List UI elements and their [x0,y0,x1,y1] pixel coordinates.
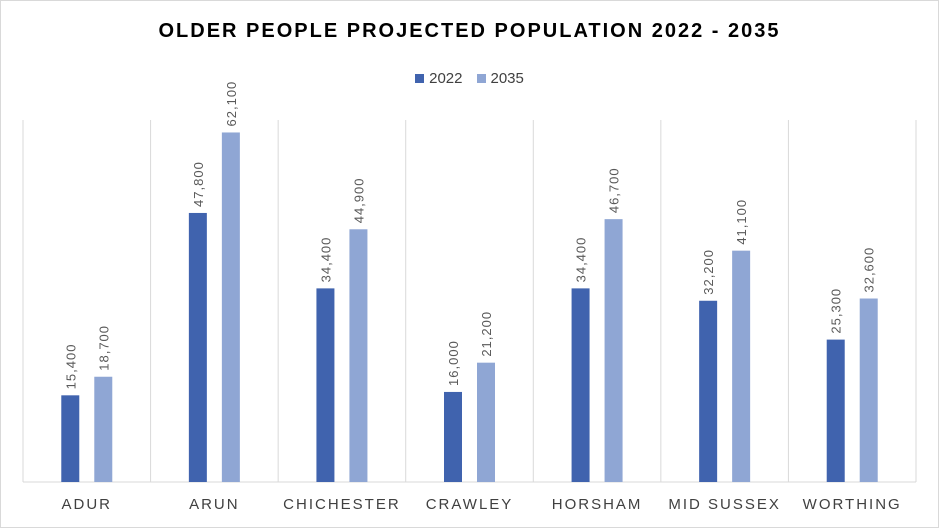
legend-label-2035: 2035 [490,70,524,87]
data-label: 18,700 [96,325,111,371]
legend-item-2035: 2035 [476,70,524,87]
data-label: 47,800 [191,161,206,207]
data-label: 41,100 [734,199,749,245]
bar-2035-mid-sussex [732,250,751,482]
bar-2022-adur [61,395,80,482]
bar-2022-worthing [826,339,845,482]
chart-title: OLDER PEOPLE PROJECTED POPULATION 2022 -… [158,20,781,42]
bar-2035-worthing [859,298,878,482]
bar-2035-chichester [349,229,368,482]
data-label: 34,400 [318,237,333,283]
bar-2022-chichester [316,288,335,482]
bar-2035-adur [94,376,113,482]
legend-item-2022: 2022 [415,70,463,87]
data-label: 25,300 [829,288,844,334]
x-tick-label: CHICHESTER [283,496,401,513]
data-label: 16,000 [446,340,461,386]
data-label: 44,900 [351,178,366,224]
x-tick-label: ADUR [62,496,113,513]
legend-swatch-2035 [476,74,486,83]
bar-2035-crawley [477,362,495,482]
bar-2035-horsham [604,219,623,482]
bar-2022-mid-sussex [699,300,718,482]
data-label: 46,700 [607,167,622,213]
bar-2022-crawley [444,391,462,482]
bar-2022-arun [188,212,207,482]
chart-legend: 2022 2035 [0,70,939,87]
x-tick-label: ARUN [189,496,240,513]
x-tick-label: WORTHING [803,496,902,513]
data-label: 15,400 [63,344,78,390]
bar-2022-horsham [571,288,590,482]
data-label: 32,600 [862,247,877,293]
data-label: 34,400 [574,237,589,283]
x-tick-label: CRAWLEY [426,496,514,513]
legend-label-2022: 2022 [429,70,463,87]
x-tick-label: MID SUSSEX [668,496,781,513]
legend-swatch-2022 [415,74,425,83]
x-tick-label: HORSHAM [552,496,643,513]
data-label: 62,100 [224,81,239,127]
data-label: 21,200 [479,311,494,357]
data-label: 32,200 [701,249,716,295]
bar-2035-arun [221,132,240,483]
